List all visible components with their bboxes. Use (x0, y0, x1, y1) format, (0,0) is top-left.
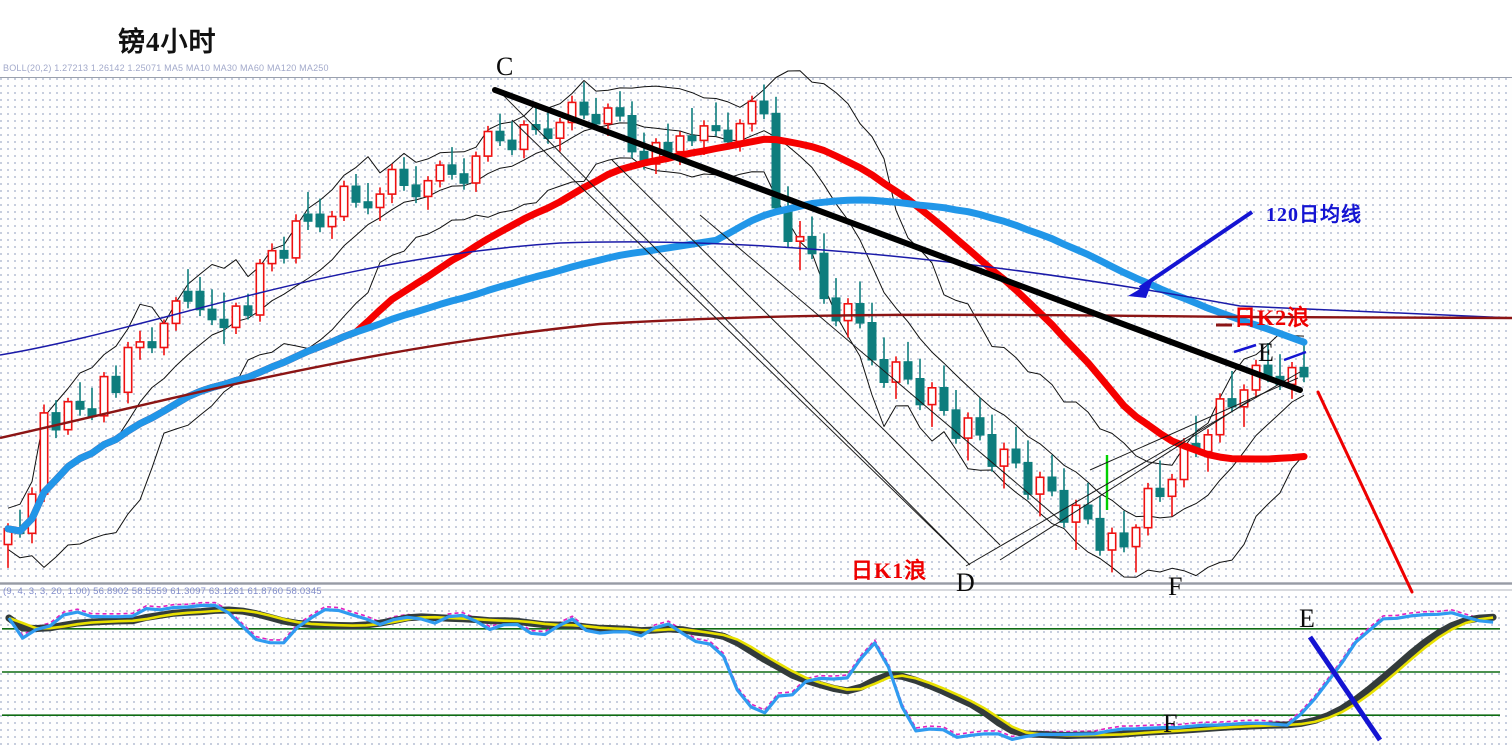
point-d: D (956, 568, 975, 597)
price-panel-top-rule (0, 77, 1512, 78)
point-f-indicator: F (1163, 709, 1178, 738)
panel-divider (0, 582, 1512, 585)
indicator-readout: (9, 4, 3, 3, 20, 1.00) 56.8902 58.5559 6… (3, 586, 322, 597)
point-e-indicator: E (1299, 604, 1315, 633)
point-f: F (1168, 572, 1183, 601)
page-title: 镑4小时 (118, 27, 217, 57)
price-indicator-readout: BOLL(20,2) 1.27213 1.26142 1.25071 MA5 M… (3, 63, 329, 73)
wave1-label: 日K1浪 (851, 558, 928, 583)
ma120-label: 120日均线 (1266, 204, 1362, 226)
point-e: E (1258, 338, 1274, 367)
indicator-chart-panel[interactable] (0, 596, 1512, 745)
wave2-label: 日K2浪 (1234, 305, 1311, 330)
point-c: C (496, 52, 514, 81)
panel-divider-shadow (0, 589, 1512, 591)
